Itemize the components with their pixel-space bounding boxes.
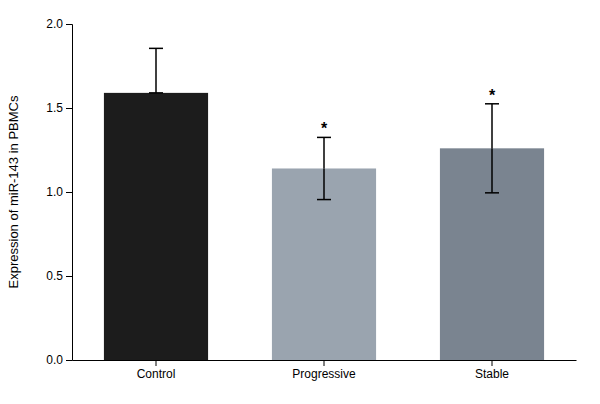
x-tick: Stable xyxy=(475,360,509,381)
error-cap-down xyxy=(317,199,331,201)
error-bar xyxy=(149,48,163,93)
significance-marker: * xyxy=(321,120,328,137)
y-tick-label: 0.0 xyxy=(46,353,63,367)
x-tick-label: Stable xyxy=(475,367,509,381)
error-whisker-up xyxy=(491,104,493,149)
x-tick-label: Control xyxy=(137,367,176,381)
y-axis: 0.0 0.5 1.0 1.5 2.0 xyxy=(46,17,72,367)
y-tick-label: 1.5 xyxy=(46,101,63,115)
marks xyxy=(104,48,544,360)
y-tick: 1.0 xyxy=(46,185,72,199)
x-tick-mark xyxy=(324,360,325,366)
y-tick-mark xyxy=(66,360,72,361)
x-tick-label: Progressive xyxy=(292,367,356,381)
error-whisker-up xyxy=(323,137,325,168)
error-cap-down xyxy=(485,192,499,194)
x-tick: Progressive xyxy=(292,360,356,381)
y-tick: 1.5 xyxy=(46,101,72,115)
y-tick-mark xyxy=(66,276,72,277)
error-bar xyxy=(485,104,499,193)
chart-svg: 0.0 0.5 1.0 1.5 2.0 Control Progressive Stable *… xyxy=(0,0,600,404)
x-axis: Control Progressive Stable xyxy=(73,360,577,381)
y-axis-title: Expression of miR-143 in PBMCs xyxy=(6,95,21,288)
bar xyxy=(440,148,544,360)
y-tick-label: 1.0 xyxy=(46,185,63,199)
y-tick-mark xyxy=(66,192,72,193)
y-tick-label: 2.0 xyxy=(46,17,63,31)
bar xyxy=(272,168,376,360)
x-tick: Control xyxy=(137,360,176,381)
y-tick-mark xyxy=(66,24,72,25)
x-tick-mark xyxy=(156,360,157,366)
plot-area: 0.0 0.5 1.0 1.5 2.0 Control Progressive Stable *… xyxy=(46,17,576,380)
y-tick: 2.0 xyxy=(46,17,72,31)
bar xyxy=(104,93,208,360)
y-tick-label: 0.5 xyxy=(46,269,63,283)
error-cap-up xyxy=(149,48,163,50)
significance-marker: * xyxy=(489,87,496,104)
error-whisker-up xyxy=(155,48,157,93)
y-tick: 0.5 xyxy=(46,269,72,283)
y-tick-mark xyxy=(66,108,72,109)
error-whisker-down xyxy=(491,148,493,193)
x-tick-mark xyxy=(492,360,493,366)
annotations: ** xyxy=(321,87,496,138)
error-cap-down xyxy=(149,92,163,94)
y-tick: 0.0 xyxy=(46,353,72,367)
error-bar xyxy=(317,137,331,199)
error-whisker-down xyxy=(323,168,325,199)
chart-container: 0.0 0.5 1.0 1.5 2.0 Control Progressive Stable *… xyxy=(0,0,600,404)
y-axis-line xyxy=(66,25,73,361)
